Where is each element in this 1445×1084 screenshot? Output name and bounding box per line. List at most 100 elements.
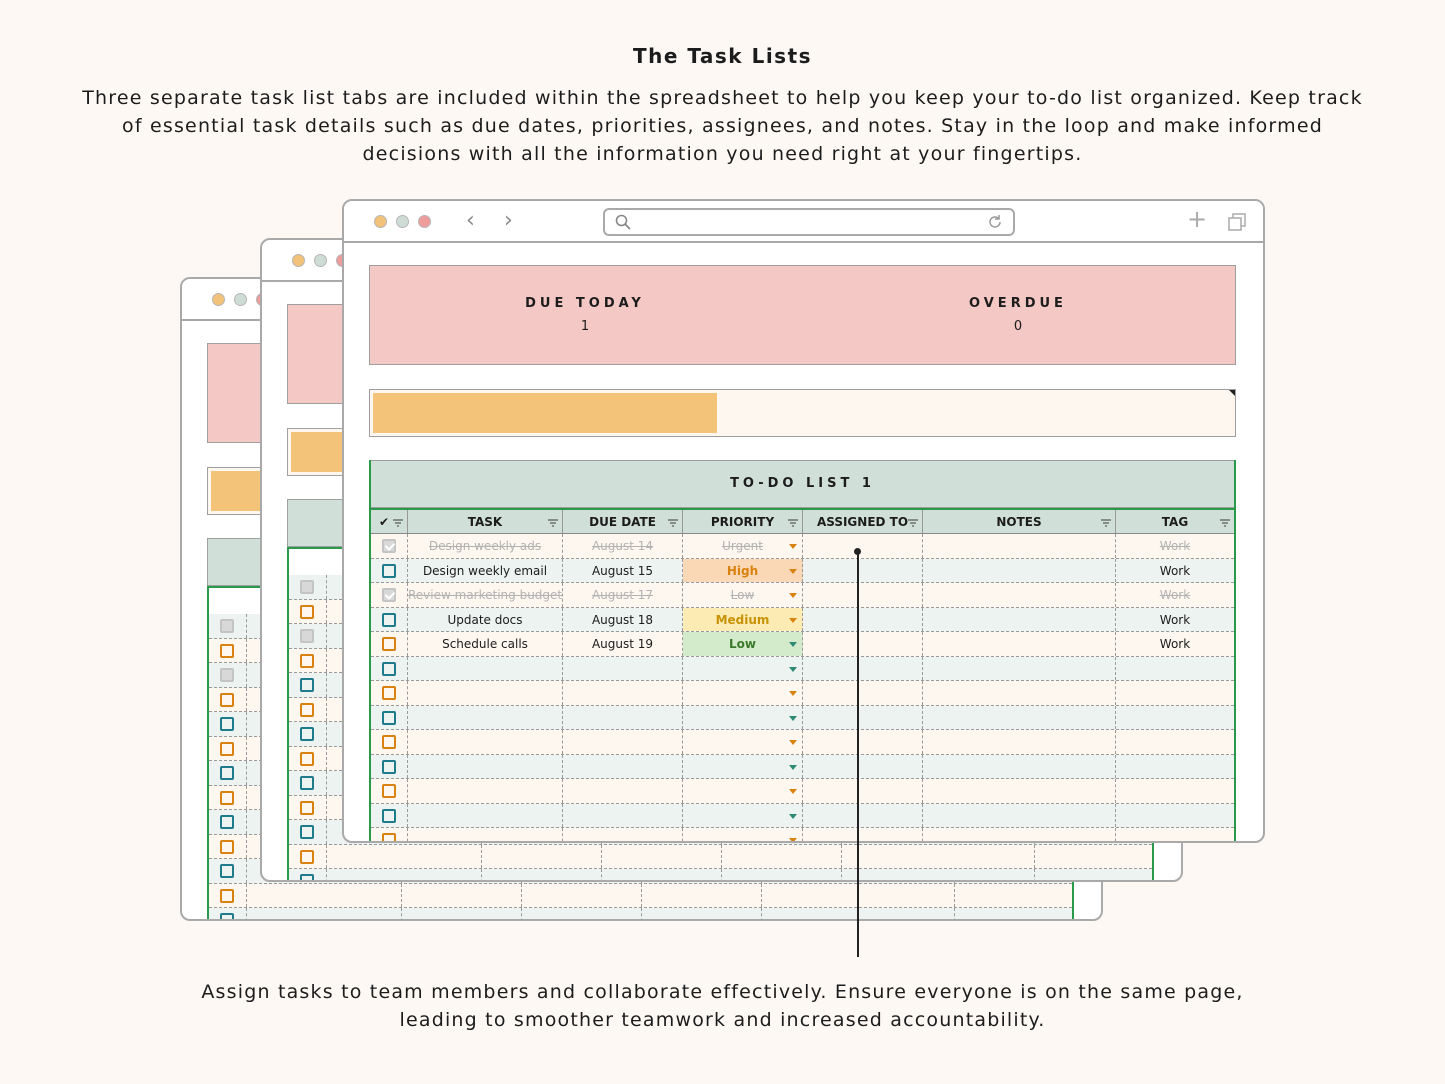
chevron-down-icon[interactable] [789, 813, 797, 819]
zoom-dot[interactable] [396, 215, 409, 228]
priority-cell[interactable]: Low [683, 583, 803, 607]
notes-cell[interactable] [923, 828, 1116, 841]
task-cell[interactable] [408, 779, 563, 803]
task-cell[interactable]: Update docs [408, 607, 563, 631]
notes-cell[interactable] [923, 558, 1116, 582]
due-date-cell[interactable]: August 15 [563, 558, 683, 582]
checkbox-cell[interactable] [371, 656, 408, 680]
notes-cell[interactable] [923, 656, 1116, 680]
chevron-down-icon[interactable] [789, 789, 797, 794]
tag-cell[interactable] [1116, 779, 1234, 803]
checkbox-cell[interactable] [371, 705, 408, 729]
tag-cell[interactable]: Work [1116, 632, 1234, 656]
column-header[interactable]: ASSIGNED TO [803, 510, 923, 533]
priority-cell[interactable] [683, 828, 803, 841]
filter-icon[interactable] [393, 519, 403, 527]
forward-icon[interactable]: › [504, 208, 513, 233]
checkbox-cell[interactable] [371, 803, 408, 827]
assigned-to-cell[interactable] [803, 730, 923, 754]
reload-icon[interactable] [987, 214, 1003, 230]
due-date-cell[interactable] [563, 779, 683, 803]
chevron-down-icon[interactable] [789, 764, 797, 770]
column-header[interactable]: ✔ [371, 510, 408, 533]
task-cell[interactable]: Design weekly email [408, 558, 563, 582]
assigned-to-cell[interactable] [803, 632, 923, 656]
tag-cell[interactable]: Work [1116, 608, 1234, 632]
tag-cell[interactable]: Work [1116, 559, 1234, 583]
address-bar[interactable] [603, 208, 1015, 236]
priority-cell[interactable]: Urgent [683, 534, 803, 558]
chevron-down-icon[interactable] [789, 715, 797, 721]
task-cell[interactable] [408, 656, 563, 680]
chevron-down-icon[interactable] [789, 617, 797, 623]
priority-cell[interactable]: Low [683, 632, 803, 656]
due-date-cell[interactable]: August 18 [563, 607, 683, 631]
column-header[interactable]: PRIORITY [683, 510, 803, 533]
chevron-down-icon[interactable] [789, 544, 797, 549]
task-checkbox[interactable] [382, 735, 396, 749]
filter-icon[interactable] [788, 519, 798, 527]
checkbox-cell[interactable] [371, 754, 408, 778]
assigned-to-cell[interactable] [803, 656, 923, 680]
tag-cell[interactable]: Work [1116, 534, 1234, 558]
checkbox-cell[interactable] [371, 681, 408, 705]
chevron-down-icon[interactable] [789, 666, 797, 672]
notes-cell[interactable] [923, 632, 1116, 656]
chevron-down-icon[interactable] [789, 593, 797, 598]
column-header[interactable]: NOTES [923, 510, 1116, 533]
checkbox-cell[interactable] [371, 583, 408, 607]
task-cell[interactable] [408, 681, 563, 705]
checkbox-cell[interactable] [371, 607, 408, 631]
tag-cell[interactable] [1116, 804, 1234, 828]
due-date-cell[interactable]: August 14 [563, 534, 683, 558]
tag-cell[interactable] [1116, 681, 1234, 705]
chevron-down-icon[interactable] [789, 691, 797, 696]
task-checkbox[interactable] [382, 563, 396, 578]
due-date-cell[interactable] [563, 730, 683, 754]
task-checkbox[interactable] [382, 612, 396, 627]
task-cell[interactable] [408, 754, 563, 778]
duplicate-tabs-icon[interactable] [1228, 213, 1246, 231]
notes-cell[interactable] [923, 803, 1116, 827]
back-icon[interactable]: ‹ [466, 208, 475, 233]
priority-cell[interactable] [683, 730, 803, 754]
task-checkbox[interactable] [382, 710, 396, 725]
task-cell[interactable] [408, 803, 563, 827]
column-header[interactable]: TASK [408, 510, 563, 533]
checkbox-cell[interactable] [371, 534, 408, 558]
task-checkbox[interactable] [382, 808, 396, 823]
checkbox-cell[interactable] [371, 828, 408, 841]
task-checkbox[interactable] [382, 833, 396, 841]
tag-cell[interactable]: Work [1116, 583, 1234, 607]
tag-cell[interactable] [1116, 755, 1234, 779]
task-checkbox[interactable] [382, 759, 396, 774]
column-header[interactable]: TAG [1116, 510, 1234, 533]
assigned-to-cell[interactable] [803, 534, 923, 558]
task-cell[interactable]: Review marketing budget [408, 583, 563, 607]
filter-icon[interactable] [668, 519, 678, 527]
tag-cell[interactable] [1116, 828, 1234, 841]
notes-cell[interactable] [923, 779, 1116, 803]
notes-cell[interactable] [923, 607, 1116, 631]
chevron-down-icon[interactable] [789, 740, 797, 745]
assigned-to-cell[interactable] [803, 558, 923, 582]
task-checkbox[interactable] [382, 588, 396, 602]
checkbox-cell[interactable] [371, 779, 408, 803]
assigned-to-cell[interactable] [803, 705, 923, 729]
priority-cell[interactable] [683, 754, 803, 778]
task-checkbox[interactable] [382, 784, 396, 798]
column-header[interactable]: DUE DATE [563, 510, 683, 533]
tag-cell[interactable] [1116, 730, 1234, 754]
notes-cell[interactable] [923, 754, 1116, 778]
assigned-to-cell[interactable] [803, 803, 923, 827]
task-cell[interactable] [408, 730, 563, 754]
due-date-cell[interactable] [563, 803, 683, 827]
assigned-to-cell[interactable] [803, 754, 923, 778]
assigned-to-cell[interactable] [803, 779, 923, 803]
tag-cell[interactable] [1116, 657, 1234, 681]
plus-icon[interactable]: + [1187, 205, 1208, 233]
checkbox-cell[interactable] [371, 558, 408, 582]
assigned-to-cell[interactable] [803, 681, 923, 705]
close-dot[interactable] [418, 215, 431, 228]
assigned-to-cell[interactable] [803, 828, 923, 841]
